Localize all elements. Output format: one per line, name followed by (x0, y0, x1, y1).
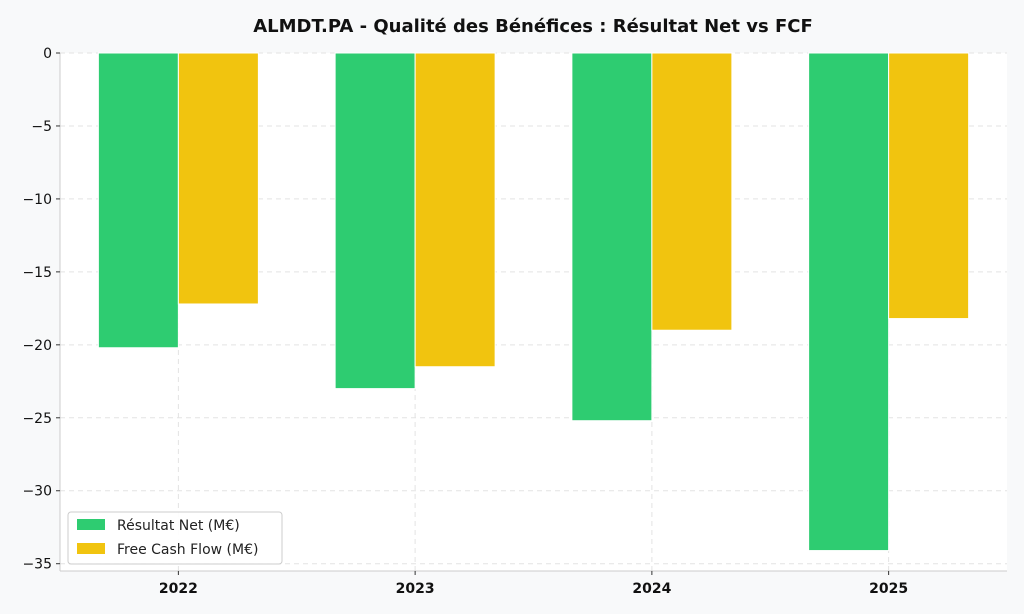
legend-label-fcf: Free Cash Flow (M€) (117, 542, 258, 558)
y-tick-label: −25 (22, 411, 52, 427)
y-axis-ticks: 0 −5 −10 −15 −20 −25 −30 −35 (22, 46, 60, 573)
x-tick-label: 2023 (396, 581, 435, 597)
legend-swatch-fcf (77, 543, 105, 554)
y-tick-label: 0 (43, 46, 52, 62)
y-tick-label: −10 (22, 192, 52, 208)
legend-swatch-net-income (77, 519, 105, 530)
bar-net-income (97, 52, 179, 349)
bar-free-cash-flow (414, 52, 496, 368)
bar-free-cash-flow (888, 52, 970, 320)
bars (97, 52, 970, 552)
legend-label-net-income: Résultat Net (M€) (117, 518, 240, 534)
y-tick-label: −15 (22, 265, 52, 281)
legend-box (67, 511, 283, 565)
legend: Résultat Net (M€) Free Cash Flow (M€) (67, 511, 283, 565)
bar-net-income (334, 52, 416, 390)
x-tick-label: 2025 (869, 581, 908, 597)
y-tick-label: −5 (31, 119, 52, 135)
x-tick-label: 2022 (159, 581, 198, 597)
x-tick-label: 2024 (632, 581, 671, 597)
chart-title: ALMDT.PA - Qualité des Bénéfices : Résul… (253, 16, 813, 37)
y-tick-label: −30 (22, 484, 52, 500)
bar-free-cash-flow (651, 52, 733, 331)
y-tick-label: −35 (22, 557, 52, 573)
bar-net-income (571, 52, 653, 422)
y-tick-label: −20 (22, 338, 52, 354)
bar-net-income (808, 52, 890, 552)
bar-free-cash-flow (177, 52, 259, 305)
x-axis-ticks: 2022 2023 2024 2025 (159, 571, 908, 597)
